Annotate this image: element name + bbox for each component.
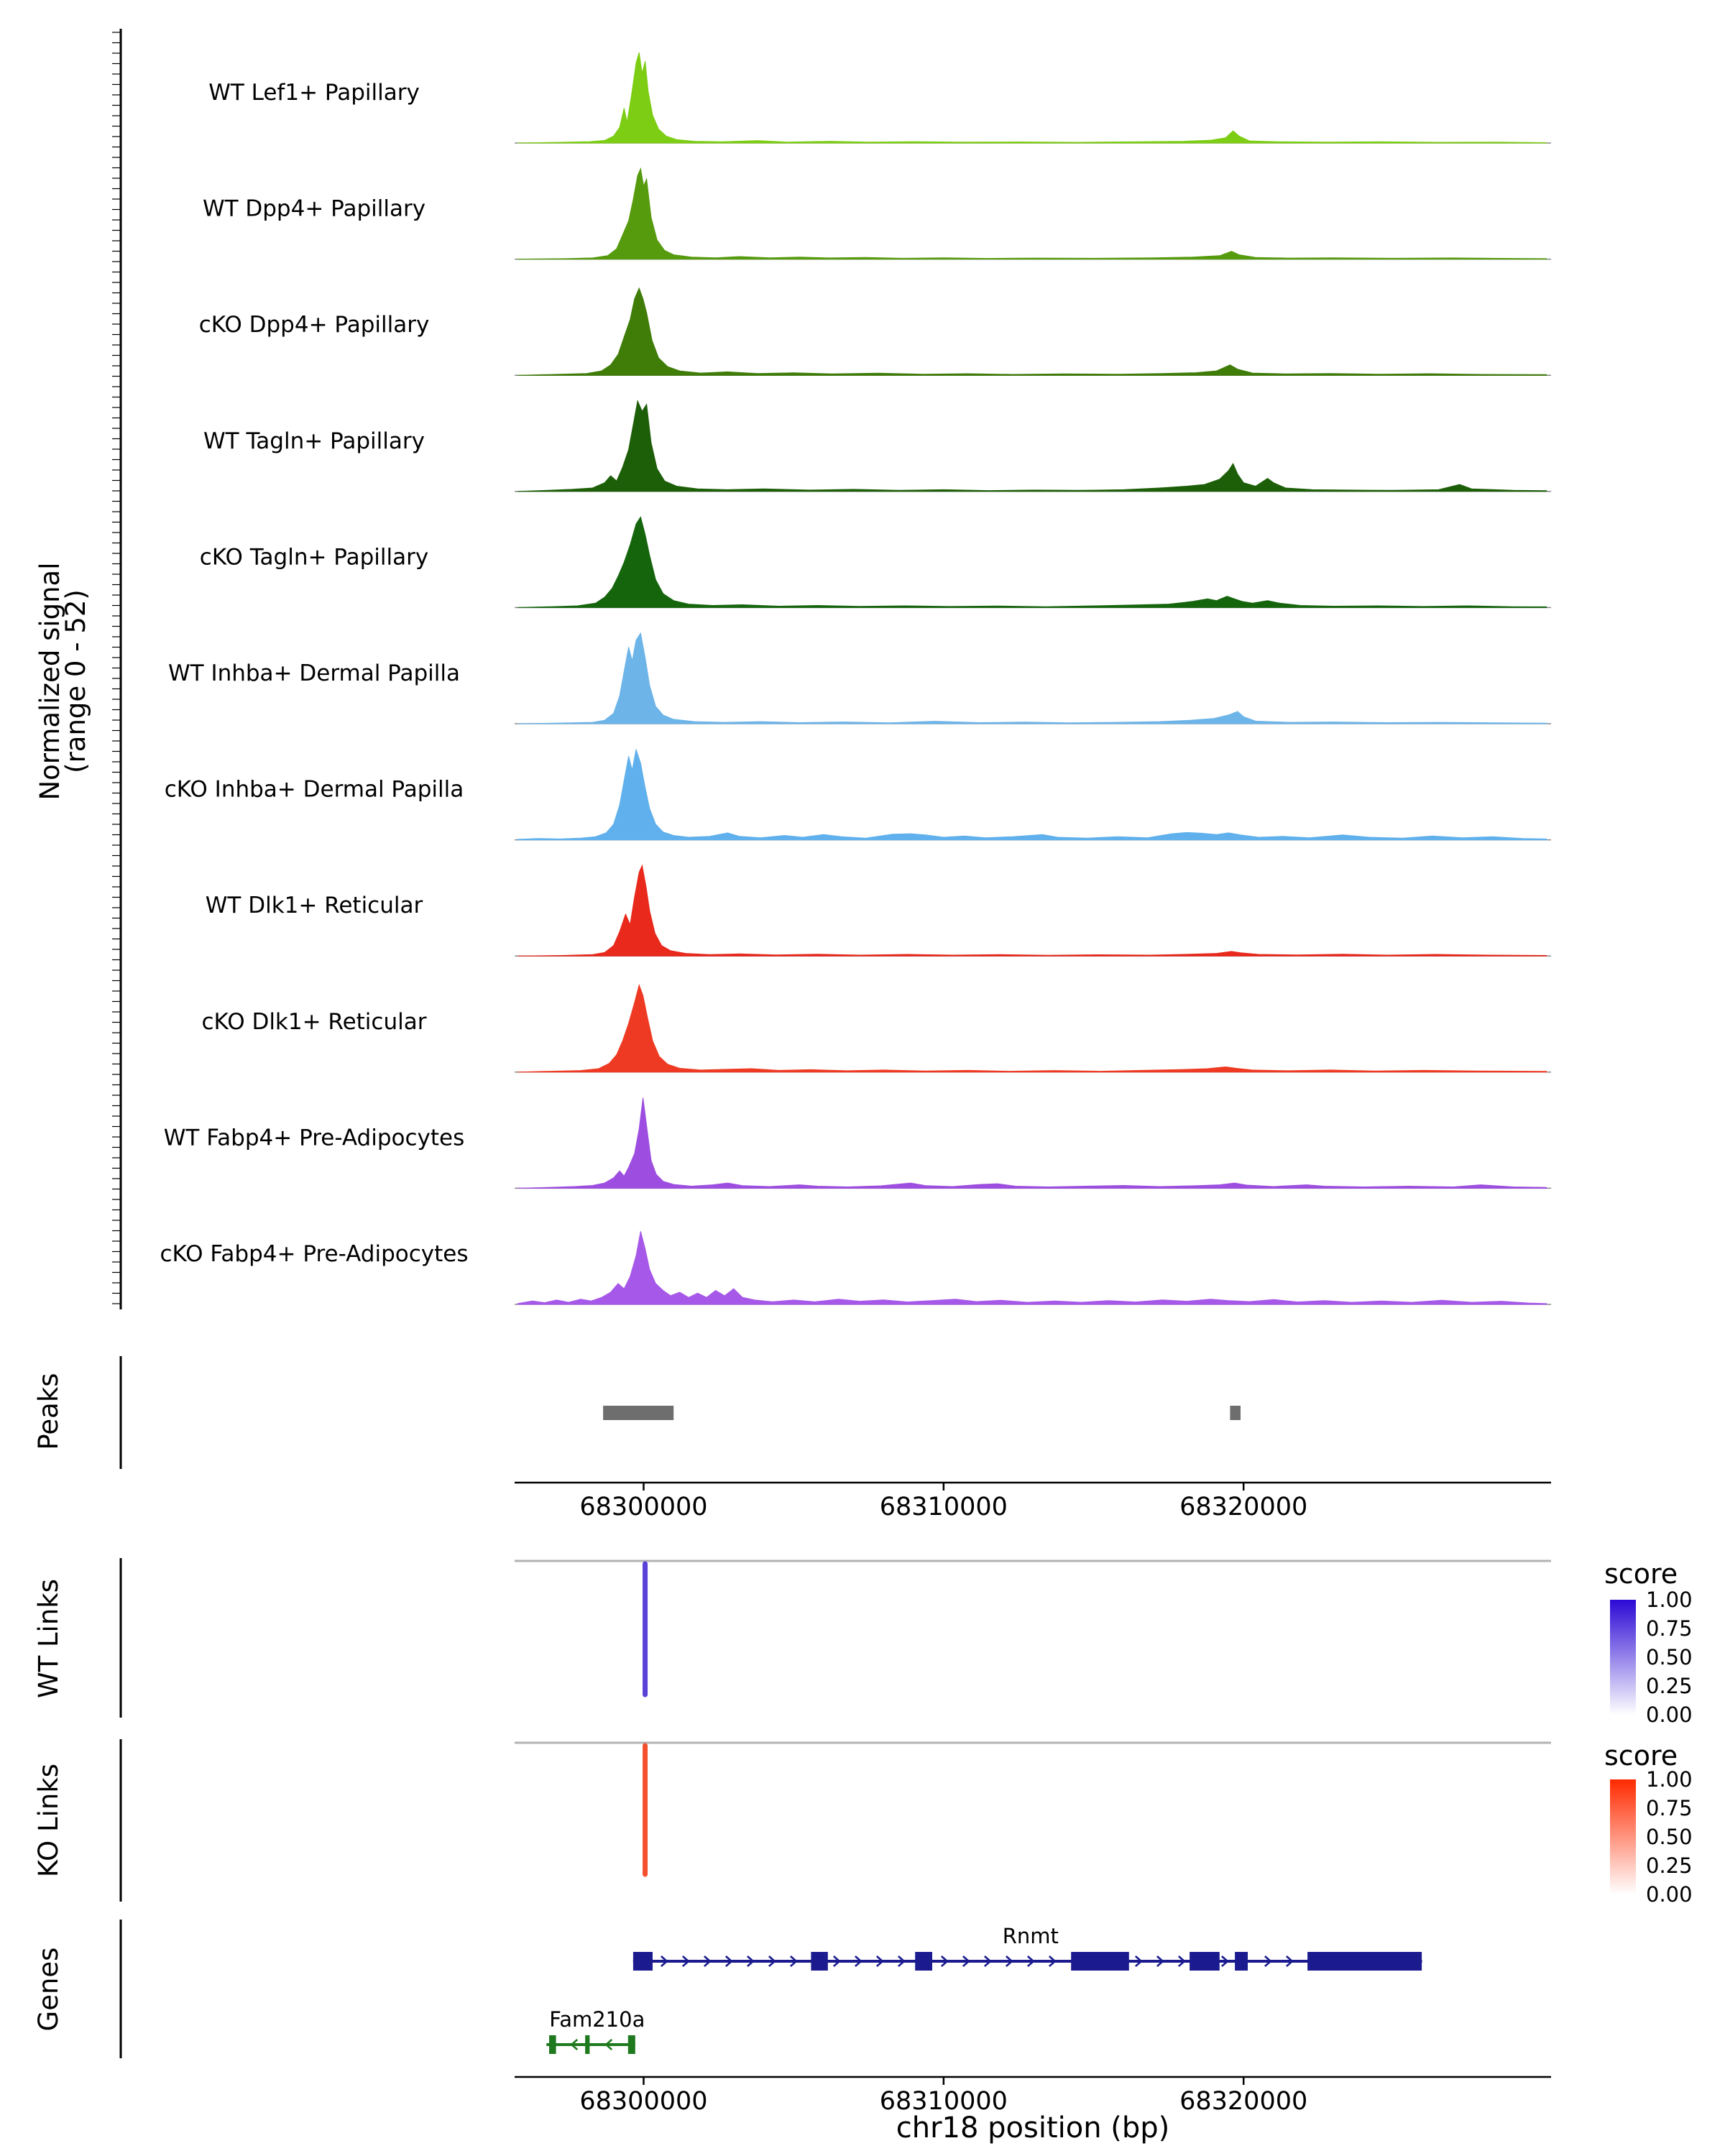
gene-strand-arrow-icon [747, 1955, 755, 1967]
ko-score-tick-label: 1.00 [1646, 1767, 1693, 1792]
wt-score-tick-label: 0.50 [1646, 1645, 1693, 1669]
x-axis-title: chr18 position (bp) [896, 2111, 1170, 2145]
wt-score-legend-title: score [1604, 1558, 1678, 1590]
gene-strand-arrow-icon [725, 1955, 733, 1967]
gene-exon-rnmt [1235, 1952, 1248, 1971]
signal-area-10 [517, 1231, 1547, 1305]
ko-score-tick-label: 0.50 [1646, 1825, 1693, 1849]
gene-strand-arrow-icon [1221, 1955, 1229, 1967]
ko-score-tick-label: 0.00 [1646, 1882, 1693, 1907]
gene-exon-rnmt [915, 1952, 932, 1971]
gene-exon-rnmt [1071, 1952, 1129, 1971]
wt-score-tick-label: 1.00 [1646, 1588, 1693, 1612]
gene-exon-rnmt [1190, 1952, 1220, 1971]
peak-interval [1230, 1406, 1241, 1420]
gene-strand-arrow-icon [1135, 1955, 1143, 1967]
ko-score-legend-title: score [1604, 1740, 1678, 1772]
ko-score-gradient-bar [1610, 1779, 1636, 1894]
gene-strand-arrow-icon [1178, 1955, 1186, 1967]
track-label: WT Dpp4+ Papillary [203, 196, 426, 222]
gene-exon-rnmt [1307, 1952, 1422, 1971]
track-label: WT Inhba+ Dermal Papilla [168, 660, 460, 686]
gene-strand-arrow-icon [898, 1955, 906, 1967]
ko-score-tick-label: 0.75 [1646, 1796, 1693, 1820]
peak-interval [603, 1406, 674, 1420]
upper-x-tick-label: 68300000 [579, 1493, 707, 1521]
bottom-x-tick-label: 68310000 [880, 2087, 1008, 2116]
y-axis-label-line2: (range 0 - 52) [60, 589, 91, 773]
bottom-x-tick-label: 68300000 [579, 2087, 707, 2116]
bottom-x-tick-label: 68320000 [1179, 2087, 1307, 2116]
gene-strand-arrow-icon [1156, 1955, 1164, 1967]
gene-strand-arrow-icon [855, 1955, 862, 1967]
gene-exon-rnmt [632, 1952, 653, 1971]
gene-exon-rnmt [811, 1952, 828, 1971]
gene-strand-arrow-icon [1006, 1955, 1013, 1967]
gene-strand-arrow-icon [570, 2039, 579, 2050]
gene-strand-arrow-icon [1286, 1955, 1294, 1967]
signal-area-1 [518, 167, 1547, 260]
wt-score-tick-label: 0.00 [1646, 1703, 1693, 1727]
signal-area-2 [518, 287, 1547, 376]
track-label: cKO Dpp4+ Papillary [199, 312, 430, 338]
track-label: cKO Dlk1+ Reticular [202, 1009, 427, 1035]
gene-strand-arrow-icon [682, 1955, 690, 1967]
gene-strand-arrow-icon [962, 1955, 970, 1967]
wt-score-tick-label: 0.25 [1646, 1674, 1693, 1698]
gene-strand-arrow-icon [984, 1955, 992, 1967]
gene-exon-fam210a [549, 2035, 556, 2054]
gene-strand-arrow-icon [1049, 1955, 1057, 1967]
upper-x-tick-label: 68310000 [880, 1493, 1008, 1521]
signal-area-7 [518, 864, 1547, 957]
signal-area-4 [518, 516, 1547, 608]
gene-strand-arrow-icon [661, 1955, 668, 1967]
signal-area-5 [518, 632, 1547, 724]
gene-strand-arrow-icon [941, 1955, 949, 1967]
gene-strand-arrow-icon [1027, 1955, 1035, 1967]
gene-strand-arrow-icon [704, 1955, 712, 1967]
gene-strand-arrow-icon [1264, 1955, 1272, 1967]
track-label: cKO Tagln+ Papillary [200, 544, 428, 570]
ko-score-tick-label: 0.25 [1646, 1853, 1693, 1878]
genes-section-label: Genes [33, 1947, 64, 2032]
signal-area-6 [517, 749, 1547, 841]
track-label: WT Lef1+ Papillary [208, 80, 420, 106]
gene-name-label: Rnmt [1003, 1924, 1059, 1948]
signal-area-8 [518, 983, 1547, 1073]
gene-exon-fam210a [627, 2035, 635, 2054]
gene-strand-arrow-icon [790, 1955, 798, 1967]
upper-x-tick-label: 68320000 [1179, 1493, 1307, 1521]
signal-area-0 [518, 52, 1547, 144]
gene-strand-arrow-icon [604, 2039, 613, 2050]
gene-name-label: Fam210a [549, 2007, 645, 2032]
gene-strand-arrow-icon [833, 1955, 841, 1967]
signal-area-3 [518, 400, 1547, 492]
gene-strand-arrow-icon [876, 1955, 884, 1967]
signal-area-9 [518, 1097, 1547, 1189]
track-label: cKO Inhba+ Dermal Papilla [165, 777, 464, 803]
track-label: WT Dlk1+ Reticular [206, 893, 423, 918]
track-label: WT Tagln+ Papillary [203, 428, 425, 454]
wt-score-gradient-bar [1610, 1600, 1636, 1715]
gene-exon-fam210a [585, 2035, 590, 2054]
wt-score-tick-label: 0.75 [1646, 1616, 1693, 1641]
gene-strand-arrow-icon [768, 1955, 776, 1967]
track-label: cKO Fabp4+ Pre-Adipocytes [160, 1241, 469, 1267]
track-label: WT Fabp4+ Pre-Adipocytes [164, 1125, 465, 1151]
